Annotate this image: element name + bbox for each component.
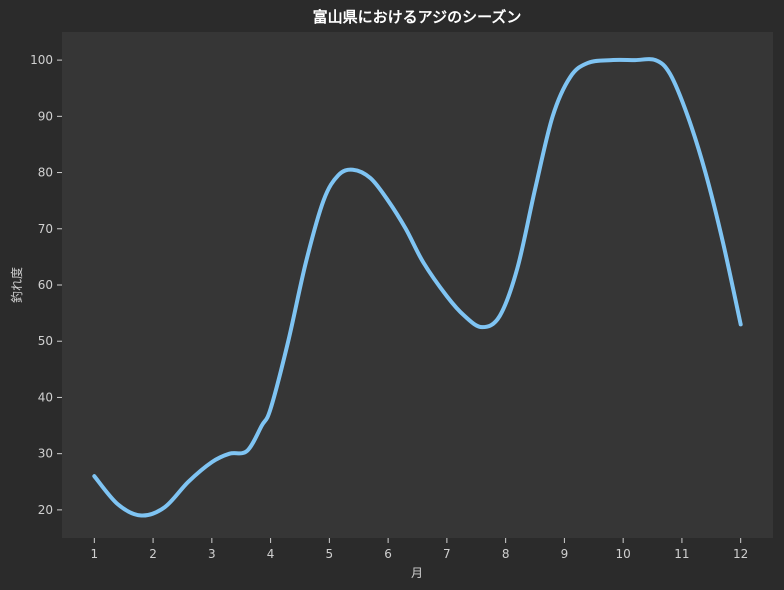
x-axis-label: 月 (411, 566, 423, 580)
y-tick-label: 40 (38, 390, 53, 404)
x-tick-label: 4 (267, 547, 275, 561)
plot-area (62, 32, 773, 538)
x-tick-label: 5 (326, 547, 334, 561)
x-axis: 1 2 3 4 5 6 7 8 9 10 11 12 (90, 538, 748, 561)
y-tick-label: 70 (38, 222, 53, 236)
x-tick-label: 7 (443, 547, 451, 561)
y-axis-label: 釣れ度 (9, 267, 24, 303)
x-tick-label: 3 (208, 547, 216, 561)
x-tick-label: 6 (384, 547, 392, 561)
x-tick-label: 1 (90, 547, 98, 561)
y-tick-label: 80 (38, 166, 53, 180)
y-tick-label: 50 (38, 334, 53, 348)
series-layer (92, 57, 743, 518)
y-tick-label: 60 (38, 278, 53, 292)
y-tick-label: 20 (38, 503, 53, 517)
x-tick-label: 12 (733, 547, 748, 561)
x-tick-label: 8 (502, 547, 510, 561)
x-tick-label: 11 (674, 547, 689, 561)
y-tick-label: 100 (30, 53, 53, 67)
y-tick-label: 90 (38, 109, 53, 123)
series-line (92, 57, 743, 518)
x-tick-label: 10 (616, 547, 631, 561)
x-tick-label: 9 (561, 547, 569, 561)
y-tick-label: 30 (38, 447, 53, 461)
chart-title: 富山県におけるアジのシーズン (313, 8, 522, 26)
y-axis: 20 30 40 50 60 70 80 90 100 (30, 53, 62, 517)
x-tick-label: 2 (149, 547, 157, 561)
